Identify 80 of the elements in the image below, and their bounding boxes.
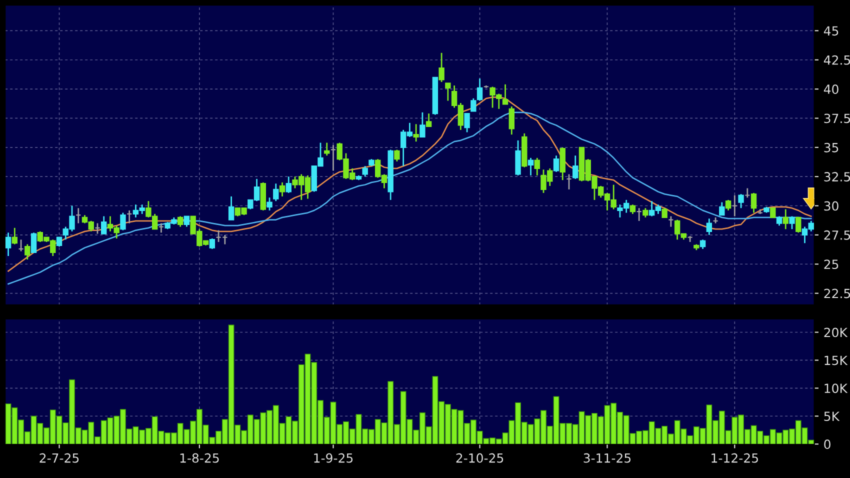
- candlestick: [560, 146, 566, 181]
- candlestick: [515, 140, 521, 176]
- candlestick: [776, 216, 782, 226]
- candlestick: [324, 142, 330, 156]
- candlestick: [413, 123, 419, 142]
- candlestick: [464, 112, 470, 133]
- candlestick: [362, 165, 368, 178]
- candlestick: [470, 98, 476, 112]
- y-tick-label: 40: [824, 84, 838, 94]
- candlestick: [706, 218, 712, 236]
- x-tick-label: 1-12-25: [712, 453, 758, 463]
- candlestick: [438, 52, 444, 83]
- y-tick-label: 0: [824, 440, 830, 449]
- y-tick-label: 37.5: [824, 114, 850, 124]
- y-tick-label: 5K: [824, 412, 840, 422]
- candlestick: [796, 216, 802, 234]
- candlestick: [572, 154, 578, 180]
- candlestick: [279, 182, 286, 198]
- y-tick-label: 10K: [824, 384, 848, 394]
- candlestick: [101, 216, 107, 234]
- y-tick-label: 25: [824, 260, 838, 270]
- candlestick: [120, 212, 126, 231]
- candlestick: [426, 112, 432, 128]
- candlestick: [719, 202, 725, 216]
- y-tick-label: 42.5: [824, 55, 850, 65]
- x-tick-label: 1-8-25: [180, 453, 219, 463]
- candlestick: [158, 222, 164, 234]
- candlestick: [528, 157, 534, 176]
- candlestick: [30, 232, 37, 254]
- x-tick-label: 1-9-25: [314, 453, 353, 463]
- y-tick-label: 45: [824, 26, 838, 36]
- candlestick: [662, 207, 668, 218]
- candlestick: [744, 188, 750, 198]
- candlestick: [126, 210, 132, 224]
- candlestick: [445, 82, 451, 102]
- y-tick-label: 27.5: [824, 230, 850, 240]
- candlestick: [266, 196, 272, 212]
- candlestick: [750, 192, 757, 214]
- x-tick-label: 2-7-25: [40, 453, 79, 463]
- y-tick-label: 20K: [824, 328, 848, 338]
- candlestick: [636, 207, 642, 222]
- y-tick-label: 15K: [824, 356, 848, 366]
- candlestick: [700, 238, 706, 250]
- candlestick: [330, 144, 336, 172]
- candlestick: [209, 238, 216, 250]
- candlestick: [5, 232, 12, 257]
- candlestick: [642, 207, 648, 218]
- candlestick: [789, 216, 795, 230]
- x-tick-label: 2-10-25: [456, 453, 504, 463]
- candlestick: [566, 174, 572, 190]
- candlestick: [273, 182, 279, 202]
- candlestick: [394, 149, 400, 162]
- candlestick: [18, 238, 24, 252]
- candlestick: [534, 157, 540, 176]
- candlestick: [732, 194, 738, 217]
- candlestick: [12, 227, 18, 245]
- candlestick: [668, 216, 674, 228]
- candlestick: [94, 222, 100, 234]
- candlestick: [420, 112, 426, 138]
- candlestick: [56, 236, 62, 248]
- y-tick-label: 35: [824, 142, 838, 152]
- candlestick: [76, 207, 82, 224]
- y-tick-label: 30: [824, 201, 838, 211]
- candlestick: [286, 176, 292, 194]
- candlestick: [228, 196, 234, 220]
- candlestick: [725, 199, 732, 212]
- candlestick: [630, 204, 636, 215]
- candlestick: [502, 84, 508, 105]
- candlestick: [782, 208, 788, 230]
- candlestick: [184, 216, 190, 228]
- candlestick: [24, 244, 30, 260]
- y-tick-label: 32.5: [824, 172, 850, 182]
- candlestick: [508, 106, 514, 136]
- candlestick: [770, 208, 776, 218]
- candlestick: [177, 216, 184, 228]
- candlestick: [553, 154, 560, 173]
- candlestick: [738, 193, 744, 209]
- candlestick: [476, 78, 483, 102]
- y-tick-label: 22.5: [824, 288, 850, 298]
- x-tick-label: 3-11-25: [584, 453, 631, 463]
